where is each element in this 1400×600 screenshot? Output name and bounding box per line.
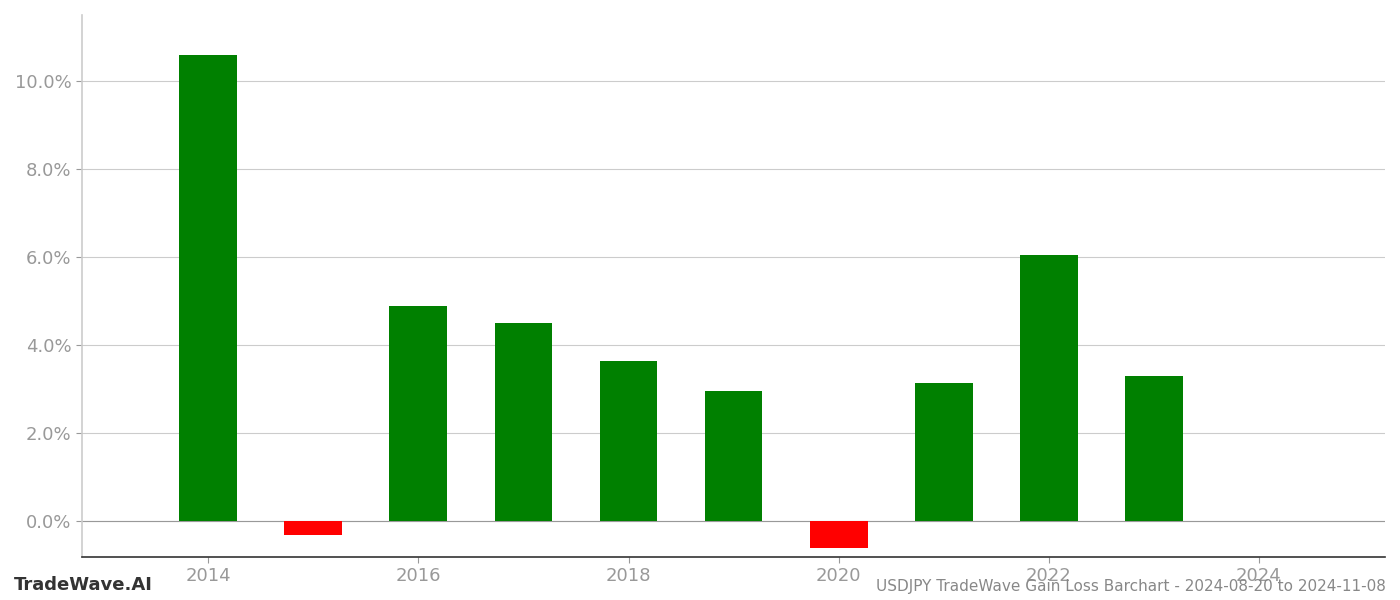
Bar [809, 521, 868, 548]
Text: TradeWave.AI: TradeWave.AI [14, 576, 153, 594]
Bar [494, 323, 553, 521]
Text: USDJPY TradeWave Gain Loss Barchart - 2024-08-20 to 2024-11-08: USDJPY TradeWave Gain Loss Barchart - 20… [876, 579, 1386, 594]
Bar [914, 383, 973, 521]
Bar [1019, 255, 1078, 521]
Bar [599, 361, 658, 521]
Bar [1126, 376, 1183, 521]
Bar [389, 305, 447, 521]
Bar [284, 521, 342, 535]
Bar [179, 55, 237, 521]
Bar [704, 391, 763, 521]
